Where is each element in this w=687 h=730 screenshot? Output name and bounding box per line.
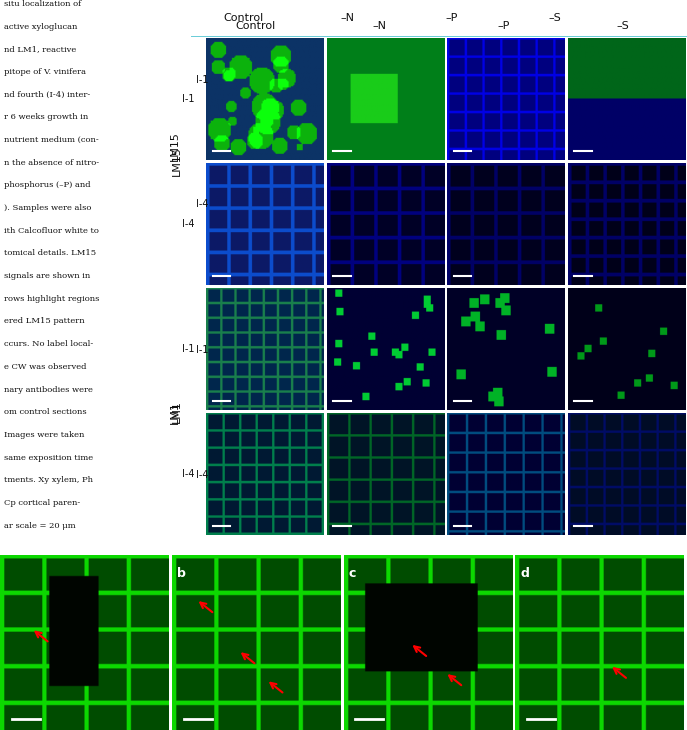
- Text: I-4: I-4: [196, 469, 208, 480]
- Text: I-4: I-4: [196, 199, 208, 210]
- Text: active xyloglucan: active xyloglucan: [4, 23, 77, 31]
- Text: I-1: I-1: [196, 75, 208, 85]
- Text: –S: –S: [616, 20, 629, 31]
- Text: om control sections: om control sections: [4, 408, 87, 416]
- Text: signals are shown in: signals are shown in: [4, 272, 90, 280]
- Text: Control: Control: [224, 13, 264, 23]
- Text: Images were taken: Images were taken: [4, 431, 84, 439]
- Text: –N: –N: [341, 13, 354, 23]
- Text: LM1: LM1: [172, 400, 182, 423]
- Text: I-1: I-1: [182, 94, 194, 104]
- Text: phosphorus (–P) and: phosphorus (–P) and: [4, 182, 91, 189]
- Text: pitope of V. vinifera: pitope of V. vinifera: [4, 68, 86, 76]
- Text: nary antibodies were: nary antibodies were: [4, 385, 93, 393]
- Text: LM1: LM1: [170, 401, 180, 424]
- Text: e CW was observed: e CW was observed: [4, 363, 87, 371]
- Text: Control: Control: [236, 20, 275, 31]
- Text: –P: –P: [445, 13, 458, 23]
- Text: I-1: I-1: [182, 344, 194, 354]
- Text: situ localization of: situ localization of: [4, 0, 81, 8]
- Text: –N: –N: [372, 20, 387, 31]
- Text: c: c: [348, 567, 356, 580]
- Text: nd fourth (I-4) inter-: nd fourth (I-4) inter-: [4, 91, 90, 99]
- Text: LM15: LM15: [172, 147, 182, 177]
- Text: r 6 weeks growth in: r 6 weeks growth in: [4, 113, 88, 121]
- Text: tomical details. LM15: tomical details. LM15: [4, 250, 96, 258]
- Text: –P: –P: [497, 20, 510, 31]
- Text: I-1: I-1: [196, 345, 208, 356]
- Text: ered LM15 pattern: ered LM15 pattern: [4, 318, 85, 326]
- Text: b: b: [177, 567, 185, 580]
- Text: nd LM1, reactive: nd LM1, reactive: [4, 45, 76, 53]
- Text: rows highlight regions: rows highlight regions: [4, 295, 99, 303]
- Text: tments. Xy xylem, Ph: tments. Xy xylem, Ph: [4, 476, 93, 484]
- Text: d: d: [520, 567, 529, 580]
- Text: n the absence of nitro-: n the absence of nitro-: [4, 158, 99, 166]
- Text: same exposition time: same exposition time: [4, 453, 93, 461]
- Text: nutrient medium (con-: nutrient medium (con-: [4, 136, 98, 144]
- Text: ar scale = 20 μm: ar scale = 20 μm: [4, 521, 76, 529]
- Text: I-4: I-4: [182, 469, 194, 479]
- Text: ith Calcofluor white to: ith Calcofluor white to: [4, 227, 99, 235]
- Text: Cp cortical paren-: Cp cortical paren-: [4, 499, 80, 507]
- Text: ccurs. No label local-: ccurs. No label local-: [4, 340, 93, 348]
- Text: ). Samples were also: ). Samples were also: [4, 204, 91, 212]
- Text: –S: –S: [549, 13, 561, 23]
- Text: I-4: I-4: [182, 219, 194, 229]
- Text: LM15: LM15: [170, 131, 180, 161]
